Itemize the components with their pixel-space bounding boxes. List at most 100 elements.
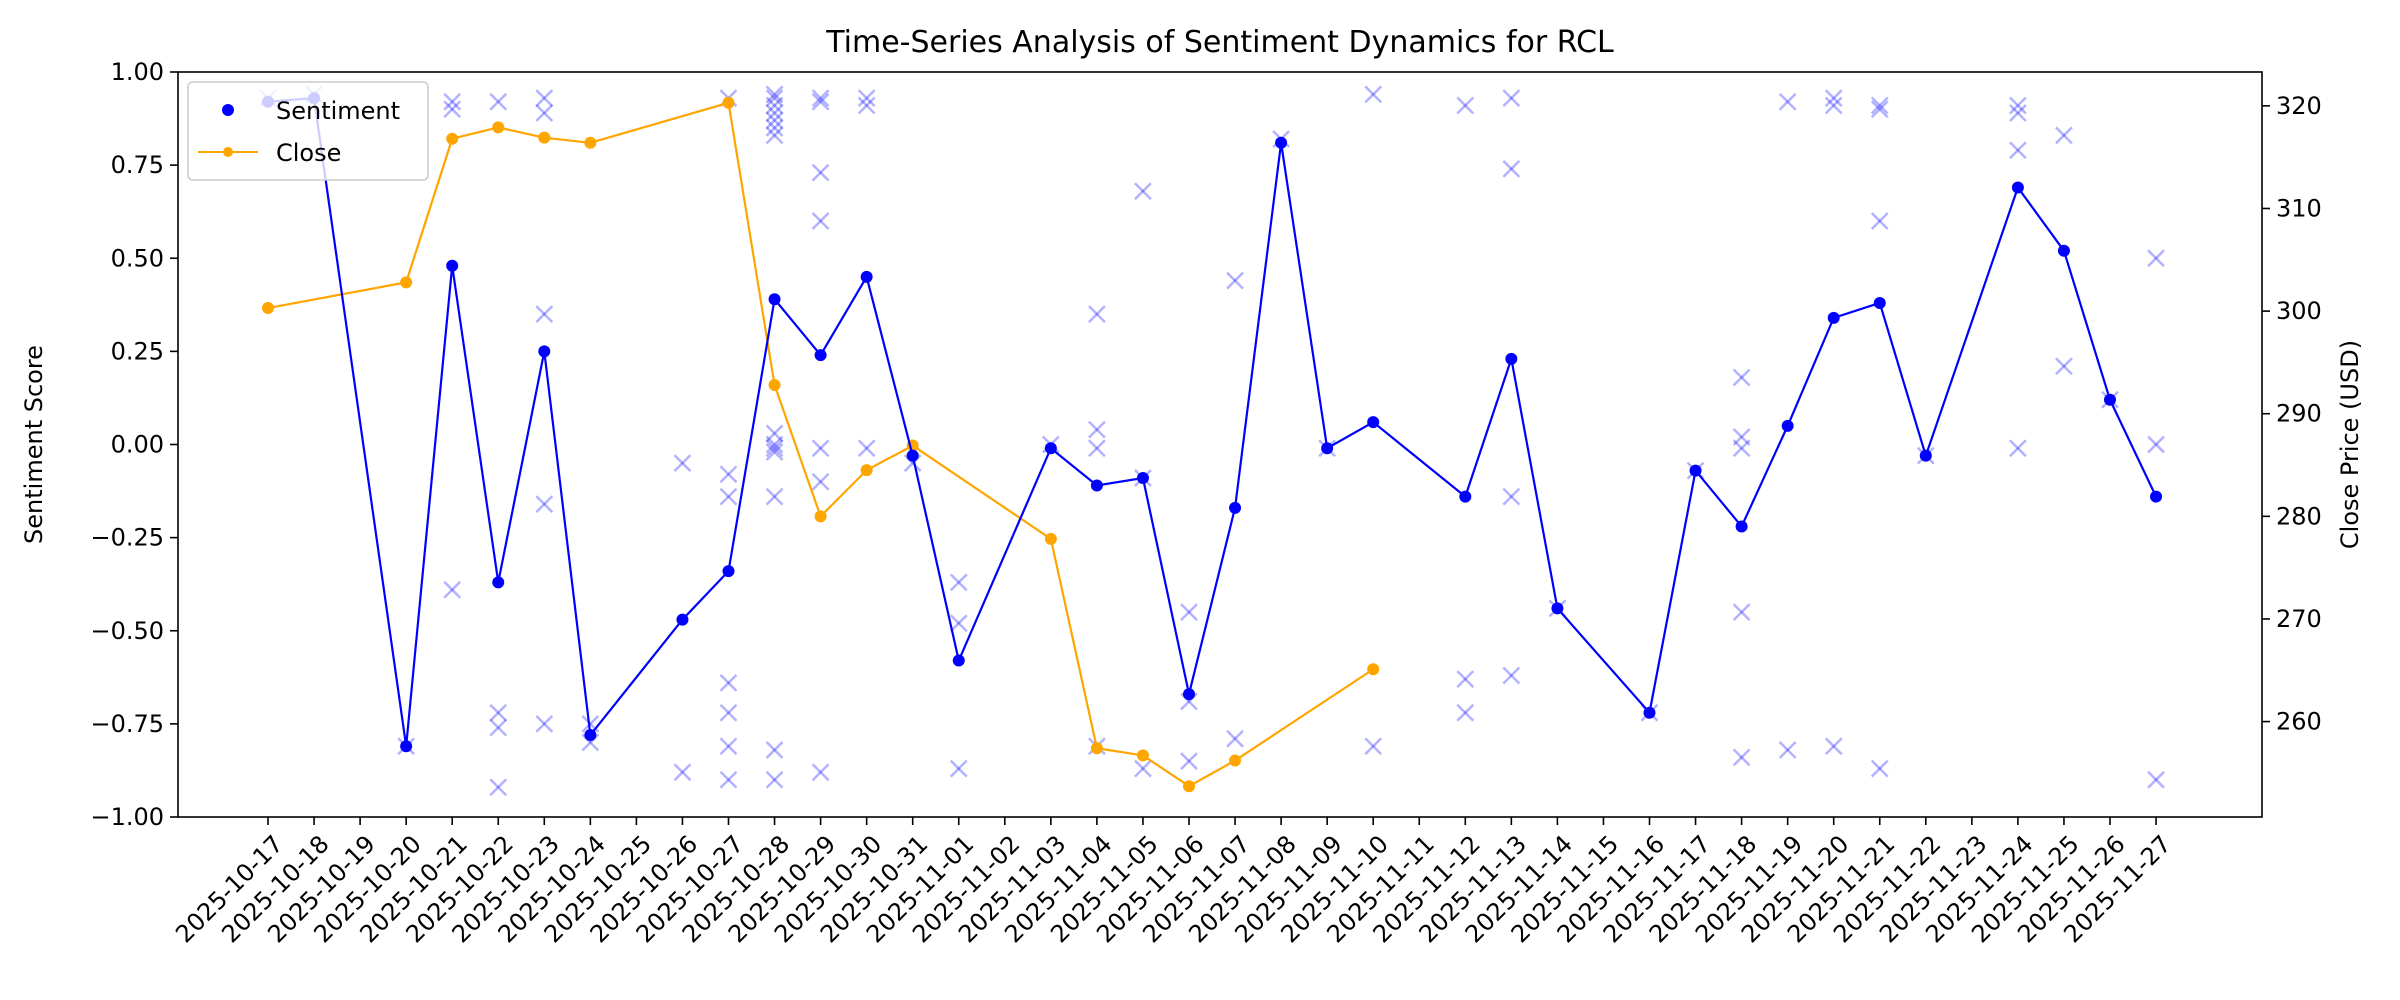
sample-stroke — [1824, 737, 1843, 756]
sample-stroke — [949, 614, 968, 633]
sample-stroke — [535, 495, 554, 513]
sentiment-sample-x — [535, 714, 554, 733]
sentiment-sample-x — [1134, 759, 1152, 778]
y-tick-label-left: 0.00 — [111, 431, 164, 459]
sentiment-point — [1505, 352, 1518, 365]
sample-stroke — [1502, 487, 1521, 506]
sample-stroke — [2009, 104, 2027, 122]
sample-stroke — [1732, 603, 1751, 622]
sentiment-sample-x — [489, 703, 508, 722]
sample-stroke — [2147, 249, 2165, 268]
close-point — [1136, 749, 1149, 762]
y-tick-label-right: 260 — [2276, 708, 2322, 736]
sample-stroke — [1226, 729, 1244, 748]
sample-stroke — [1778, 92, 1797, 111]
sentiment-sample-x — [811, 439, 830, 458]
sample-stroke — [489, 92, 508, 111]
sentiment-point — [1919, 449, 1932, 462]
sentiment-sample-x — [765, 439, 784, 458]
sample-stroke — [1180, 752, 1198, 771]
sample-stroke — [673, 454, 692, 473]
sentiment-point — [1735, 520, 1748, 533]
close-point — [722, 96, 735, 109]
sentiment-point — [1044, 442, 1057, 455]
sample-stroke — [1502, 89, 1521, 107]
sentiment-sample-x — [443, 100, 462, 119]
sample-stroke — [1502, 159, 1521, 178]
sample-stroke — [811, 763, 830, 782]
chart-title: Time-Series Analysis of Sentiment Dynami… — [825, 25, 1614, 60]
sentiment-sample-x — [1732, 439, 1751, 458]
close-point — [538, 131, 551, 144]
sentiment-sample-x — [535, 89, 554, 107]
sample-stroke — [443, 580, 462, 599]
sentiment-point — [1275, 136, 1288, 149]
sample-stroke — [811, 439, 830, 458]
sample-stroke — [1870, 100, 1889, 119]
sample-stroke — [1088, 439, 1106, 458]
sentiment-point — [1873, 296, 1886, 309]
legend-close-label: Close — [276, 139, 341, 167]
sample-stroke — [765, 741, 784, 759]
sentiment-point — [400, 740, 413, 753]
sentiment-point — [1781, 419, 1794, 432]
y-axis-label-right: Close Price (USD) — [2336, 340, 2364, 549]
sample-stroke — [765, 96, 784, 115]
sample-stroke — [765, 85, 784, 104]
sentiment-sample-x — [2055, 357, 2073, 376]
sample-stroke — [765, 435, 784, 454]
sample-stroke — [673, 763, 692, 782]
sentiment-point — [1367, 416, 1380, 429]
sentiment-sample-x — [811, 763, 830, 782]
sentiment-sample-x — [1732, 603, 1751, 622]
sample-stroke — [1088, 420, 1106, 439]
sample-stroke — [1870, 759, 1889, 778]
sample-stroke — [719, 674, 738, 692]
sample-stroke — [1502, 89, 1521, 107]
sample-stroke — [765, 111, 784, 130]
sample-stroke — [1364, 85, 1383, 104]
sentiment-sample-x — [2009, 439, 2027, 458]
sample-stroke — [811, 163, 830, 182]
sample-stroke — [811, 89, 830, 107]
y-tick-label-left: −0.25 — [90, 524, 164, 552]
sentiment-sample-x — [1502, 159, 1521, 178]
sample-stroke — [1456, 96, 1475, 115]
sentiment-sample-x — [811, 472, 830, 491]
y-tick-label-right: 310 — [2276, 194, 2322, 222]
sentiment-sample-x — [1824, 737, 1843, 756]
y-tick-label-right: 270 — [2276, 605, 2322, 633]
y-tick-label-right: 290 — [2276, 400, 2322, 428]
sample-stroke — [1456, 670, 1475, 689]
sample-stroke — [949, 759, 968, 778]
sample-stroke — [2009, 439, 2027, 458]
sample-stroke — [1732, 439, 1751, 458]
sentiment-sample-x — [535, 104, 554, 122]
sample-stroke — [2009, 96, 2027, 115]
sample-stroke — [811, 439, 830, 458]
sentiment-sample-x — [673, 454, 692, 473]
sample-stroke — [765, 104, 784, 122]
sample-stroke — [1456, 703, 1475, 722]
sample-stroke — [673, 763, 692, 782]
sentiment-sample-x — [949, 614, 968, 633]
sample-stroke — [1732, 428, 1751, 446]
sample-stroke — [811, 92, 830, 111]
sample-stroke — [765, 435, 784, 454]
sample-stroke — [1870, 96, 1889, 115]
sentiment-point — [1321, 442, 1334, 455]
sample-stroke — [535, 89, 554, 107]
sentiment-sample-x — [811, 212, 830, 230]
y-tick-label-right: 300 — [2276, 297, 2322, 325]
close-point — [860, 464, 873, 477]
sentiment-point — [676, 613, 689, 626]
sentiment-sample-x — [1134, 182, 1152, 201]
sentiment-sample-x — [1226, 729, 1244, 748]
sample-stroke — [489, 703, 508, 722]
sample-stroke — [765, 770, 784, 789]
y-tick-label-right: 320 — [2276, 92, 2322, 120]
sentiment-sample-x — [2009, 141, 2027, 160]
sentiment-sample-x — [1180, 752, 1198, 771]
sample-stroke — [1180, 752, 1198, 771]
sample-stroke — [949, 759, 968, 778]
